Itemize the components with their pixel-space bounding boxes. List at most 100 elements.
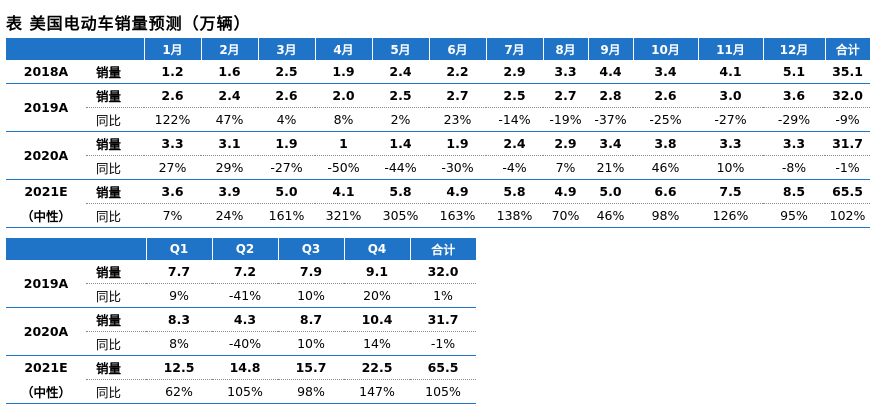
value-cell: 105% [212,379,278,404]
metric-label: 同比 [86,331,146,356]
value-cell: 35.1 [825,60,870,84]
value-cell: 2.4 [486,131,543,156]
value-cell: 4% [258,107,315,132]
value-cell: -50% [315,155,372,180]
value-cell: 29% [201,155,258,180]
value-cell: 2.9 [543,131,588,156]
value-cell: 3.6 [763,83,825,108]
quarterly-header-row: Q1 Q2 Q3 Q4 合计 [6,238,476,260]
value-cell: 10.4 [344,307,410,332]
value-cell: 7.9 [278,260,344,284]
value-cell: 2.4 [372,60,429,84]
value-cell: 32.0 [410,260,476,284]
table-row: 同比 122% 47% 4% 8% 2% 23% -14% -19% -37% -25% -27% -2… [6,107,870,132]
value-cell: 46% [633,155,698,180]
monthly-header-row: 1月 2月 3月 4月 5月 6月 7月 8月 9月 10月 11月 12月 合… [6,38,870,60]
value-cell: 31.7 [410,307,476,332]
value-cell: -4% [486,155,543,180]
value-cell: 10% [278,331,344,356]
value-cell: 147% [344,379,410,404]
year-cell: 2019A [6,260,86,308]
value-cell: 32.0 [825,83,870,108]
value-cell: 5.0 [588,179,633,204]
header-corner [86,238,146,260]
value-cell: 1.9 [315,60,372,84]
value-cell: 138% [486,203,543,228]
value-cell: 2.7 [429,83,486,108]
table-row: 2020A 销量 8.3 4.3 8.7 10.4 31.7 [6,307,476,356]
metric-label: 销量 [86,355,146,380]
value-cell: 7% [144,203,201,228]
value-cell: 22.5 [344,355,410,380]
value-cell: 3.3 [763,131,825,156]
value-cell: 24% [201,203,258,228]
value-cell: 4.9 [429,179,486,204]
value-cell: 31.7 [825,131,870,156]
value-cell: 2.2 [429,60,486,84]
value-cell: 15.7 [278,355,344,380]
metric-label: 销量 [86,260,146,284]
header-cell: 9月 [587,38,633,60]
value-cell: 2.6 [633,83,698,108]
value-cell: 122% [144,107,201,132]
value-cell: 1.4 [372,131,429,156]
value-cell: 1 [315,131,372,156]
value-cell: 21% [588,155,633,180]
value-cell: 163% [429,203,486,228]
table-row: 2019A 销量 7.7 7.2 7.9 9.1 32.0 [6,260,476,308]
header-cell: 6月 [428,38,486,60]
year-cell: 2020A [6,307,86,356]
value-cell: -37% [588,107,633,132]
header-cell: Q1 [145,238,212,260]
value-cell: 2.7 [543,83,588,108]
table-row: （中性） 同比 7% 24% 161% 321% 305% 163% 138% 70% 46% 98%… [6,203,870,228]
value-cell: 65.5 [410,355,476,380]
table-row: 2018A 销量 1.2 1.6 2.5 1.9 2.4 2.2 2.9 3.3 4.4 3.4 4.1… [6,60,870,84]
header-cell: 10月 [632,38,698,60]
value-cell: -41% [212,283,278,308]
value-cell: 126% [698,203,763,228]
value-cell: 161% [258,203,315,228]
header-cell: 12月 [762,38,825,60]
value-cell: -25% [633,107,698,132]
value-cell: 3.6 [144,179,201,204]
header-cell: 7月 [485,38,543,60]
value-cell: 8.3 [146,307,212,332]
value-cell: -19% [543,107,588,132]
value-cell: 10% [698,155,763,180]
value-cell: 3.9 [201,179,258,204]
quarterly-sales-table: Q1 Q2 Q3 Q4 合计 2019A 销量 7.7 7.2 7.9 9.1 32.0 同比… [6,238,476,404]
value-cell: 2.4 [201,83,258,108]
year-cell: 2020A [6,131,86,180]
value-cell: 95% [763,203,825,228]
value-cell: 105% [410,379,476,404]
metric-label: 销量 [86,307,146,332]
value-cell: 3.4 [588,131,633,156]
value-cell: 20% [344,283,410,308]
value-cell: 2.8 [588,83,633,108]
metric-label: 同比 [86,283,146,308]
year-cell: （中性） [6,203,86,228]
value-cell: 7% [543,155,588,180]
value-cell: -9% [825,107,870,132]
value-cell: 102% [825,203,870,228]
table-row: 2021E 销量 12.5 14.8 15.7 22.5 65.5 [6,355,476,380]
header-cell: 8月 [542,38,588,60]
header-cell: Q4 [343,238,410,260]
value-cell: 4.9 [543,179,588,204]
header-cell: Q3 [277,238,344,260]
value-cell: -27% [258,155,315,180]
value-cell: 8.7 [278,307,344,332]
value-cell: -29% [763,107,825,132]
value-cell: 321% [315,203,372,228]
value-cell: 6.6 [633,179,698,204]
value-cell: 1.6 [201,60,258,84]
value-cell: 10% [278,283,344,308]
value-cell: 2.5 [486,83,543,108]
value-cell: 23% [429,107,486,132]
value-cell: 4.1 [698,60,763,84]
value-cell: 8.5 [763,179,825,204]
value-cell: 4.1 [315,179,372,204]
metric-label: 销量 [86,131,144,156]
header-cell: 合计 [409,238,476,260]
